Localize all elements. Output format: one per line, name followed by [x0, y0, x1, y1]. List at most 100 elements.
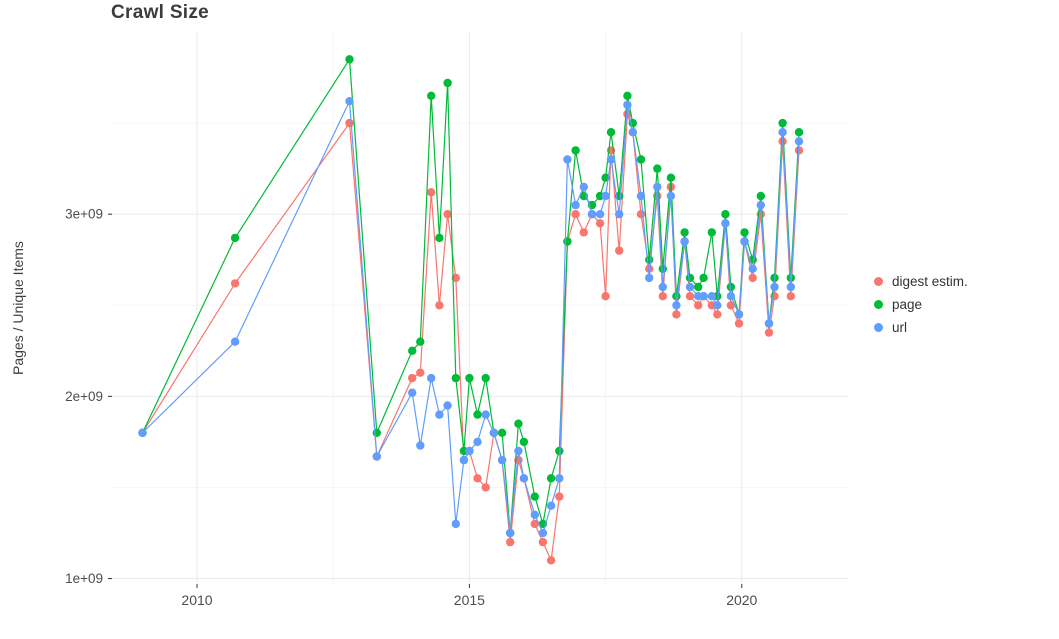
series-line-page — [141, 58, 800, 534]
data-point — [345, 118, 354, 128]
data-point — [138, 428, 147, 437]
legend: digest estim. page url — [874, 274, 968, 335]
data-point — [571, 146, 580, 155]
data-point — [555, 492, 564, 501]
data-point — [506, 528, 515, 538]
data-point — [672, 310, 681, 319]
data-point — [465, 446, 474, 456]
data-point — [713, 310, 722, 319]
data-point — [726, 292, 736, 301]
data-point — [546, 474, 556, 483]
legend-marker-icon — [874, 277, 883, 286]
series-line-url — [142, 100, 800, 534]
data-point — [623, 91, 632, 101]
data-point — [506, 537, 515, 547]
data-point — [726, 282, 736, 292]
data-point — [579, 228, 588, 237]
data-point — [345, 55, 354, 64]
data-point — [734, 319, 744, 328]
data-point — [601, 191, 610, 201]
data-point — [465, 373, 474, 383]
data-point — [408, 346, 417, 355]
data-point — [680, 228, 689, 237]
legend-item-page: page — [874, 297, 968, 312]
chart-title: Crawl Size — [111, 2, 210, 23]
data-point — [615, 210, 624, 219]
y-tick-label: 3e+09 — [65, 207, 103, 222]
data-point — [435, 301, 444, 310]
data-point — [645, 264, 654, 273]
data-point — [748, 273, 757, 283]
data-point — [666, 173, 676, 182]
data-point — [794, 137, 804, 146]
data-point — [653, 182, 662, 192]
data-point — [443, 401, 452, 410]
x-tick-label: 2020 — [726, 592, 757, 608]
data-point — [694, 282, 703, 292]
data-point — [427, 188, 436, 197]
data-point — [587, 210, 597, 219]
data-point — [538, 537, 548, 547]
data-point — [666, 191, 676, 201]
data-point — [658, 292, 667, 301]
data-point — [601, 292, 610, 301]
data-point — [230, 233, 240, 243]
data-point — [497, 428, 507, 437]
legend-item-digest-estim: digest estim. — [874, 274, 968, 289]
data-point — [636, 210, 646, 219]
grid-minor — [112, 32, 848, 584]
data-point — [606, 155, 616, 164]
data-point — [451, 273, 460, 283]
data-point — [519, 474, 529, 483]
data-point — [416, 368, 425, 377]
legend-marker-icon — [874, 323, 883, 332]
data-point — [571, 210, 580, 219]
data-point — [786, 282, 795, 292]
data-point — [372, 452, 381, 461]
data-point — [672, 301, 681, 310]
data-point — [685, 292, 695, 301]
data-point — [658, 264, 667, 273]
data-point — [408, 388, 417, 397]
data-point — [778, 128, 787, 137]
data-point — [555, 474, 564, 483]
data-point — [623, 100, 632, 110]
data-point — [764, 328, 774, 337]
data-point — [721, 210, 730, 219]
data-point — [615, 246, 624, 255]
legend-item-url: url — [874, 320, 968, 335]
data-point — [740, 237, 749, 246]
data-point — [473, 474, 482, 483]
series-points-url — [138, 97, 804, 538]
data-point — [481, 410, 490, 419]
data-point — [770, 282, 779, 292]
data-point — [530, 510, 539, 519]
data-point — [372, 428, 381, 437]
data-point — [756, 191, 765, 201]
data-point — [707, 228, 716, 237]
data-point — [645, 273, 654, 283]
legend-marker-icon — [874, 300, 883, 309]
data-point — [416, 337, 425, 346]
data-point — [427, 91, 436, 101]
data-point — [530, 519, 539, 529]
data-point — [497, 455, 507, 465]
data-point — [794, 128, 804, 137]
x-tick-label: 2010 — [181, 592, 212, 608]
data-point — [230, 337, 240, 346]
data-point — [443, 210, 452, 219]
data-point — [530, 492, 539, 501]
data-point — [579, 182, 588, 192]
data-point — [345, 97, 354, 106]
data-point — [734, 310, 744, 319]
x-tick-label: 2015 — [454, 592, 485, 608]
data-point — [571, 200, 580, 210]
series-points-digest-estim — [138, 109, 804, 565]
data-point — [628, 128, 637, 137]
data-point — [699, 273, 708, 283]
data-point — [685, 282, 695, 292]
data-point — [514, 446, 523, 456]
data-point — [563, 237, 572, 246]
data-point — [726, 301, 736, 310]
